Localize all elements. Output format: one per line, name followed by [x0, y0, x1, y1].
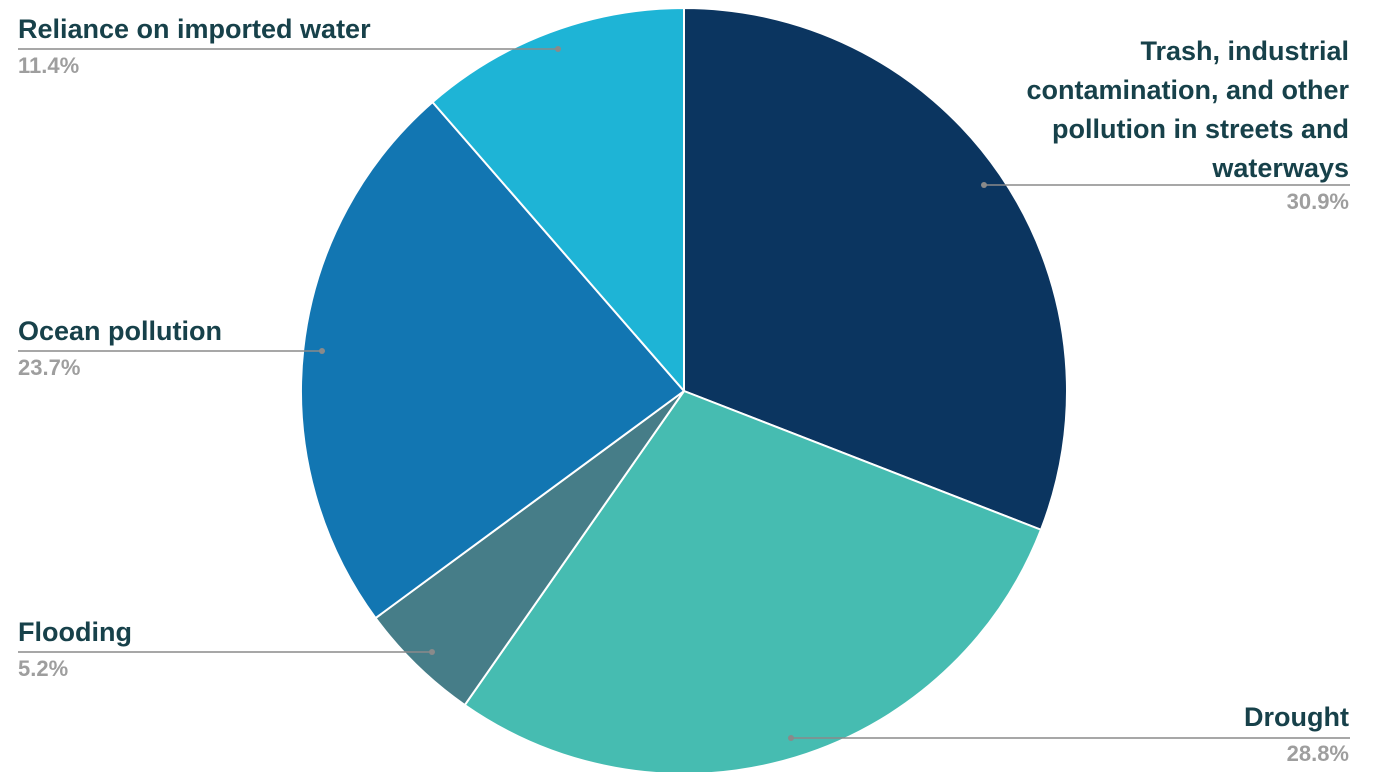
slice-label-drought: Drought	[1244, 702, 1349, 732]
slice-percent-drought: 28.8%	[1286, 741, 1349, 766]
pie-slice-drought	[463, 390, 1042, 772]
slice-label-trash-line: pollution in streets and	[1051, 114, 1349, 144]
slice-percent-trash: 30.9%	[1286, 189, 1349, 214]
leader-dot-flooding	[429, 649, 435, 655]
leader-dot-imported	[555, 46, 561, 52]
leader-dot-ocean	[319, 348, 325, 354]
slice-percent-ocean: 23.7%	[18, 355, 81, 380]
leader-dot-trash	[981, 182, 987, 188]
slice-label-imported: Reliance on imported water	[18, 14, 371, 44]
slice-label-trash-line: waterways	[1212, 153, 1349, 183]
slice-label-ocean: Ocean pollution	[18, 316, 223, 346]
pie-slice-ocean	[300, 101, 685, 620]
pie-slices	[300, 7, 1068, 772]
pie-slice-imported	[431, 7, 685, 392]
slice-label-trash-line: contamination, and other	[1026, 75, 1349, 105]
leader-lines	[18, 46, 1350, 741]
pie-slice-trash	[683, 7, 1068, 531]
slice-percent-flooding: 5.2%	[18, 656, 69, 681]
leader-dot-drought	[788, 735, 794, 741]
slice-percent-imported: 11.4%	[18, 53, 80, 78]
slice-label-flooding: Flooding	[18, 617, 132, 647]
slice-label-trash-line: Trash, industrial	[1140, 36, 1349, 66]
slice-label-trash: Trash, industrial contamination, and oth…	[1026, 32, 1349, 188]
